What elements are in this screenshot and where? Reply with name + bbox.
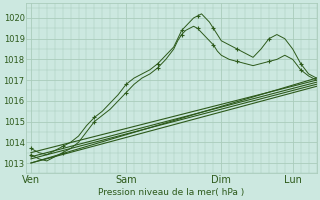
X-axis label: Pression niveau de la mer( hPa ): Pression niveau de la mer( hPa ) xyxy=(98,188,244,197)
